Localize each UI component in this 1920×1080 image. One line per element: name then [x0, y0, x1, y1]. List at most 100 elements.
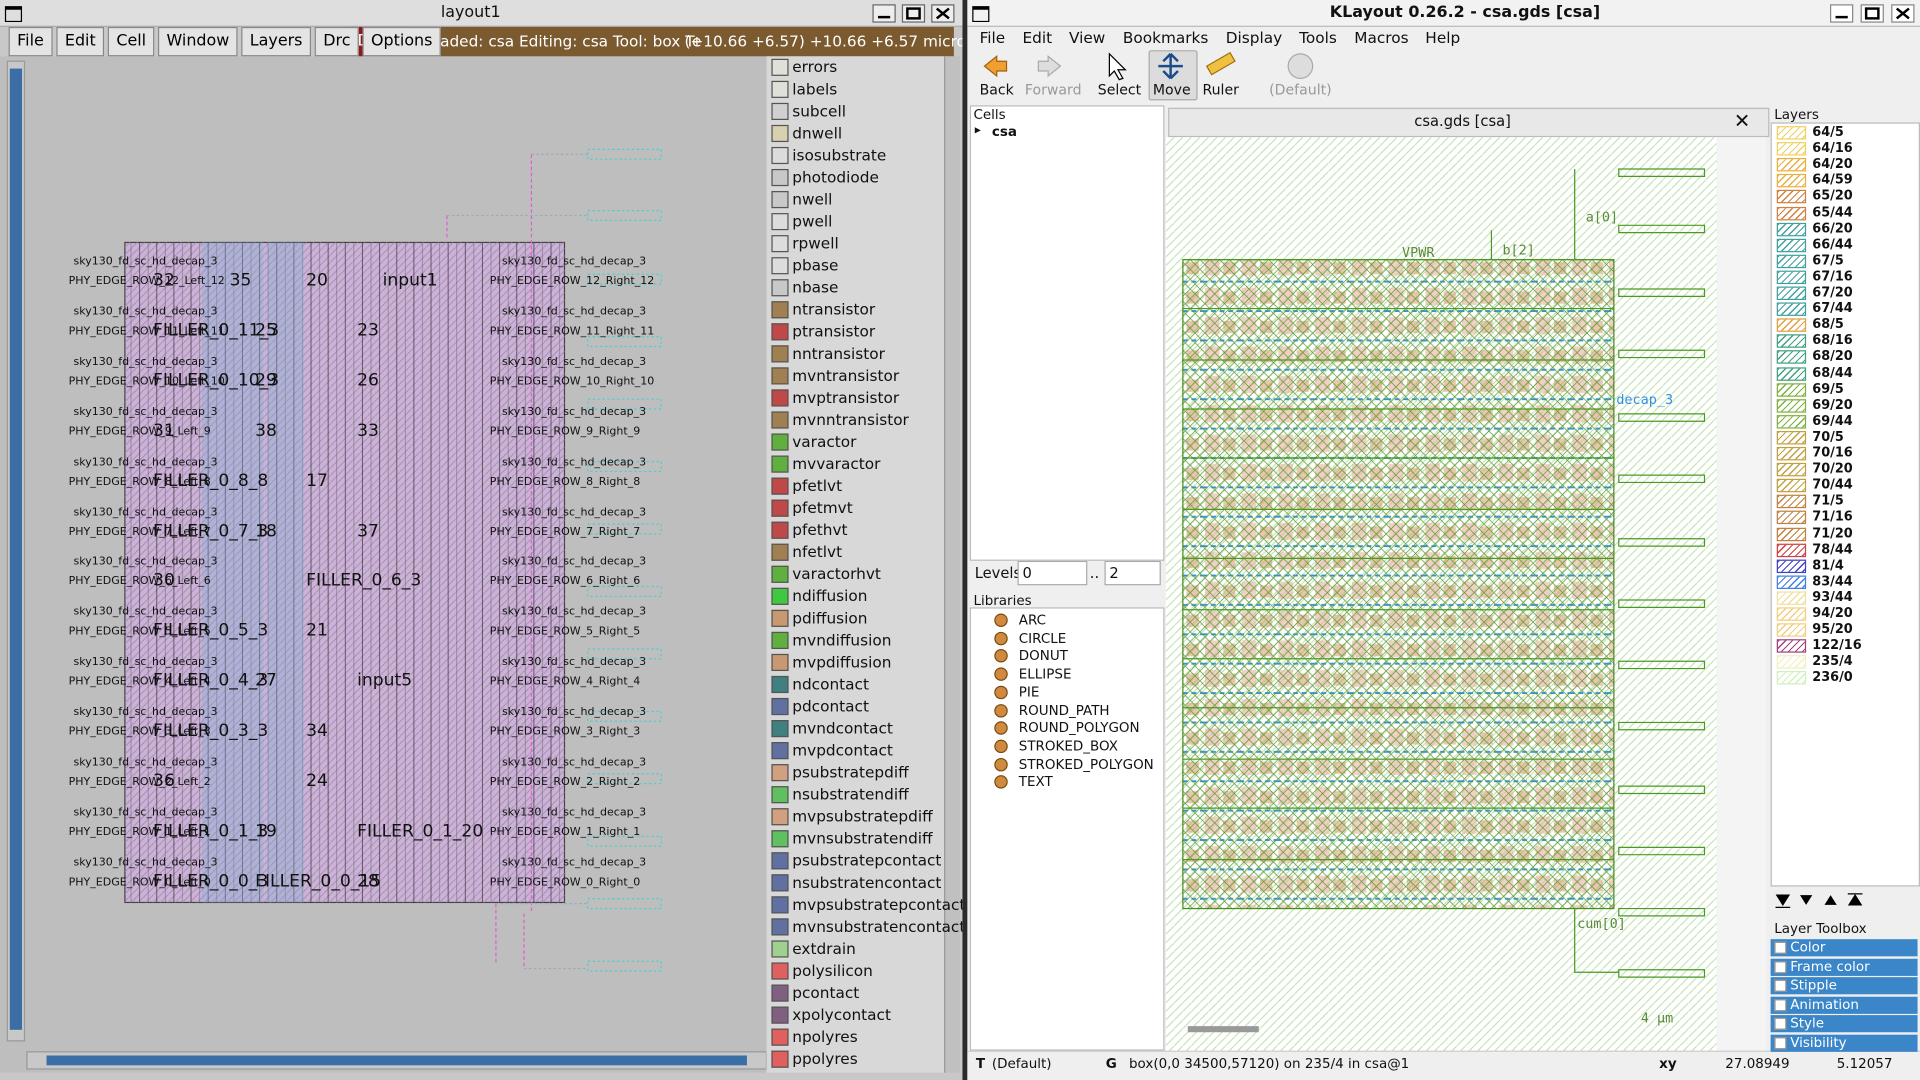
layer-name[interactable]: dnwell [792, 123, 843, 143]
layer-name[interactable]: psubstratepdiff [792, 762, 909, 782]
layer-name[interactable]: mvntransistor [792, 366, 900, 385]
layer-name[interactable]: photodiode [792, 167, 879, 187]
layer-name[interactable]: 122/16 [1812, 638, 1862, 653]
toolbox-row[interactable] [1770, 977, 1918, 995]
layer-name[interactable]: 93/44 [1812, 590, 1853, 605]
layer-name[interactable]: 71/5 [1812, 493, 1844, 509]
toolbar-button[interactable]: Back [979, 80, 1014, 98]
menu-item[interactable]: Layers [241, 26, 312, 57]
layer-name[interactable]: 68/16 [1812, 333, 1853, 349]
layer-name[interactable]: mvptransistor [792, 388, 900, 407]
layer-name[interactable]: mvnsubstratencontact [792, 917, 963, 936]
level-from[interactable]: 0 [1022, 564, 1032, 582]
library-item[interactable]: CIRCLE [1018, 630, 1067, 647]
layer-name[interactable]: 67/5 [1812, 253, 1844, 268]
layer-name[interactable]: pdcontact [792, 696, 869, 716]
toolbox-item[interactable]: Stipple [1790, 977, 1837, 994]
layer-name[interactable]: 64/5 [1812, 124, 1844, 140]
library-item[interactable]: PIE [1018, 684, 1040, 701]
layer-name[interactable]: errors [792, 57, 838, 76]
layer-name[interactable]: 70/20 [1812, 461, 1853, 477]
layer-name[interactable]: ntransistor [792, 300, 876, 319]
layer-name[interactable]: 67/20 [1812, 285, 1853, 300]
toolbox-item[interactable]: Color [1790, 939, 1826, 956]
cell-item[interactable]: csa [991, 123, 1017, 140]
layer-name[interactable]: 71/20 [1812, 525, 1853, 541]
toolbar-button[interactable]: Select [1097, 80, 1142, 98]
window-buttons[interactable] [1829, 4, 1917, 24]
toolbox-item[interactable]: Visibility [1790, 1034, 1847, 1051]
toolbox-check[interactable] [1774, 979, 1787, 993]
layer-name[interactable]: 69/44 [1812, 413, 1853, 429]
layer-name[interactable]: ndcontact [792, 674, 869, 694]
menu-item[interactable]: Drc [314, 26, 360, 57]
toolbar-button[interactable]: Ruler [1202, 80, 1239, 98]
toolbox-row[interactable] [1770, 1015, 1918, 1033]
layer-name[interactable]: mvndiffusion [792, 630, 892, 649]
menu-item[interactable]: Edit [56, 26, 105, 57]
toolbox-item[interactable]: Frame color [1790, 958, 1870, 975]
library-item[interactable]: DONUT [1018, 648, 1068, 665]
layer-name[interactable]: pfetmvt [792, 498, 853, 517]
toolbox-check[interactable] [1774, 1037, 1787, 1050]
layer-name[interactable]: 235/4 [1812, 654, 1853, 669]
layer-scrollbar[interactable] [944, 56, 960, 1073]
layer-name[interactable]: polysilicon [792, 961, 873, 980]
layer-name[interactable]: ptransistor [792, 322, 876, 341]
layer-name[interactable]: xpolycontact [792, 1005, 891, 1024]
layer-name[interactable]: nsubstratendiff [792, 784, 909, 804]
layer-name[interactable]: 68/5 [1812, 317, 1844, 333]
layer-name[interactable]: 67/16 [1812, 269, 1853, 284]
level-to[interactable]: 2 [1109, 564, 1119, 582]
window-buttons[interactable] [872, 4, 958, 24]
layer-name[interactable]: 69/5 [1812, 381, 1844, 397]
layer-name[interactable]: 83/44 [1812, 574, 1853, 589]
layer-name[interactable]: 64/16 [1812, 140, 1853, 156]
layer-name[interactable]: ndiffusion [792, 586, 868, 605]
layer-name[interactable]: 95/20 [1812, 622, 1853, 637]
layer-name[interactable]: 70/16 [1812, 445, 1853, 461]
toolbar-button[interactable]: Move [1152, 80, 1191, 98]
layer-name[interactable]: nsubstratencontact [792, 873, 942, 892]
toolbox-check[interactable] [1774, 960, 1787, 973]
toolbox-row[interactable] [1770, 958, 1918, 976]
layer-name[interactable]: 67/44 [1812, 301, 1853, 317]
toolbar-button[interactable]: Forward [1024, 80, 1082, 98]
layer-order-buttons[interactable] [1773, 891, 1871, 911]
layer-name[interactable]: pwell [792, 211, 833, 231]
menu-item[interactable]: Bookmarks [1122, 28, 1209, 47]
layer-name[interactable]: 68/20 [1812, 349, 1853, 365]
menu-item[interactable]: Options [362, 26, 442, 57]
toolbox-item[interactable]: Style [1790, 1015, 1825, 1032]
toolbox-row[interactable] [1770, 939, 1918, 957]
layer-name[interactable]: pbase [792, 255, 839, 275]
library-item[interactable]: TEXT [1018, 774, 1053, 791]
layer-name[interactable]: ppolyres [792, 1049, 858, 1068]
toolbox-check[interactable] [1774, 998, 1787, 1012]
layer-name[interactable]: 94/20 [1812, 606, 1853, 621]
layer-name[interactable]: 70/44 [1812, 477, 1853, 493]
layer-name[interactable]: isosubstrate [792, 145, 887, 165]
layer-name[interactable]: mvnntransistor [792, 410, 909, 429]
menu-item[interactable]: Display [1225, 28, 1283, 47]
library-item[interactable]: ROUND_PATH [1018, 702, 1110, 719]
toolbar-button[interactable]: (Default) [1269, 80, 1332, 98]
layer-name[interactable]: mvnsubstratendiff [792, 828, 933, 848]
layer-name[interactable]: npolyres [792, 1027, 858, 1046]
layer-name[interactable]: mvpsubstratepcontact [792, 895, 963, 914]
window-controls[interactable] [872, 4, 958, 24]
menu-item[interactable]: File [979, 28, 1006, 47]
library-item[interactable]: ARC [1018, 612, 1047, 629]
tab-title[interactable]: csa.gds [csa] [1414, 112, 1511, 130]
menu-item[interactable]: Cell [107, 26, 155, 57]
library-item[interactable]: STROKED_POLYGON [1018, 756, 1154, 773]
menu-item[interactable]: Macros [1354, 28, 1409, 47]
layer-name[interactable]: varactorhvt [792, 564, 881, 583]
layer-name[interactable]: subcell [792, 101, 846, 120]
layer-name[interactable]: nntransistor [792, 344, 885, 363]
layer-name[interactable]: mvpsubstratepdiff [792, 806, 933, 826]
layer-name[interactable]: labels [792, 79, 838, 98]
level-to-box[interactable] [1104, 560, 1161, 586]
layer-name[interactable]: rpwell [792, 233, 839, 253]
layer-name[interactable]: pfethvt [792, 520, 848, 539]
